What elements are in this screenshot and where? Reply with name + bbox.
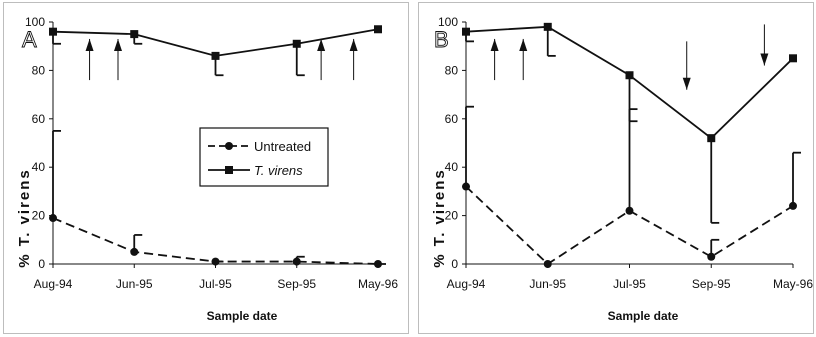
panel-a-series-untreated-line (52, 217, 379, 265)
panel-b-series-t-virens-point (707, 134, 716, 143)
panel-a-plot: 0 20 40 60 80 100 Aug-94 Jun-95 Jul-95 Sep-95 May-… (16, 15, 398, 323)
panel-b-arrow-head (519, 38, 528, 51)
panel-a-arrow-head (349, 38, 358, 51)
panel-b-y-axis-label: % T. virens (431, 168, 448, 268)
panel-b-series-t-virens-point (625, 71, 634, 80)
panel-a-legend-entry: Untreated (254, 139, 311, 154)
panel-a-x-tick-label: Jun-95 (116, 277, 153, 291)
panel-b-x-tick-label: May-96 (773, 277, 813, 291)
panel-b-series-t-virens-point (462, 27, 470, 36)
panel-b-x-tick-label: Jul-95 (613, 277, 646, 291)
panel-a-y-tick-label: 80 (32, 63, 46, 77)
panel-b-series-untreated-point (543, 260, 552, 268)
panel-b-x-axis-label: Sample date (608, 309, 679, 323)
panel-a-y-tick-label: 40 (32, 160, 46, 174)
panel-a-series-untreated-point (292, 257, 301, 266)
panel-a-series-t-virens-point (49, 27, 57, 36)
panel-a-x-tick-label: Aug-94 (34, 277, 73, 291)
panel-b-frame (418, 2, 814, 334)
panel-b-plot: 0 20 40 60 80 100 Aug-94 Jun-95 Jul-95 Sep-95 May-… (431, 15, 813, 323)
panel-b-letter: B (434, 27, 449, 52)
panel-a-series-t-virens-point (292, 39, 301, 48)
panel-a-legend-box (199, 127, 329, 187)
panel-b-y-tick-label: 40 (445, 160, 459, 174)
panel-a-series-t-virens-point (130, 30, 139, 39)
panel-a-frame (3, 2, 409, 334)
panel-b-x-tick-label: Aug-94 (447, 277, 486, 291)
panel-b-x-tick-label: Jun-95 (529, 277, 566, 291)
panel-b-series-untreated-point (462, 182, 470, 191)
panel-a-series-untreated-point (374, 260, 382, 268)
panel-b-arrow-head (490, 38, 499, 51)
panel-a-arrow-head (85, 38, 94, 51)
panel-b-y-tick-label: 80 (445, 63, 459, 77)
panel-a-y-tick-label: 20 (32, 209, 46, 223)
panel-b-arrow-head (682, 77, 691, 90)
panel-b-series-untreated-point (625, 206, 634, 215)
panel-b-series-untreated-point (789, 201, 797, 210)
panel-a-series-t-virens-point (374, 25, 382, 34)
panel-a-y-tick-label: 60 (32, 112, 46, 126)
panel-a-letter: A (22, 27, 37, 52)
panel-b-y-tick-label: 20 (445, 209, 459, 223)
panel-b-series-t-virens-point (543, 22, 552, 31)
panel-b-series-t-virens-point (789, 54, 797, 63)
panel-a-legend-marker (225, 166, 233, 174)
panel-b-y-tick-label: 100 (438, 15, 458, 29)
panel-a-legend-marker (225, 142, 233, 150)
panel-a-x-tick-label: Jul-95 (199, 277, 232, 291)
panel-a-series-t-virens-point (211, 51, 220, 60)
panel-a-y-tick-label: 0 (38, 257, 45, 271)
panel-a-x-tick-label: May-96 (358, 277, 398, 291)
panel-a-x-axis-label: Sample date (207, 309, 278, 323)
panel-b-x-tick-label: Sep-95 (692, 277, 731, 291)
panel-a-legend-entry: T. virens (254, 163, 303, 178)
panel-a-x-tick-label: Sep-95 (277, 277, 316, 291)
panel-b-series-untreated-point (707, 252, 716, 261)
panel-a-series-untreated-point (130, 247, 139, 256)
panel-a-y-axis-label: % T. virens (16, 168, 33, 268)
panel-b-y-tick-label: 60 (445, 112, 459, 126)
panel-a-y-tick-label: 100 (25, 15, 45, 29)
panel-a-arrow-head (114, 38, 122, 51)
panel-a-series-untreated-point (211, 257, 220, 266)
panel-b-arrow-head (760, 53, 769, 66)
panel-a-series-untreated-point (49, 214, 57, 223)
panel-a-arrow-head (317, 38, 326, 51)
panel-b-y-tick-label: 0 (451, 257, 458, 271)
